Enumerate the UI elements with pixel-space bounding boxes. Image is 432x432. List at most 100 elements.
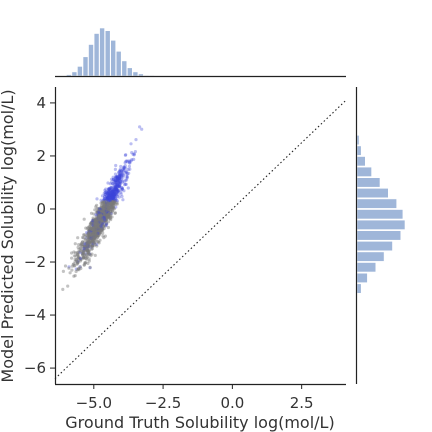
scatter-point xyxy=(111,175,115,179)
scatter-point xyxy=(96,233,100,238)
scatter-point xyxy=(96,214,101,218)
scatter-point xyxy=(110,195,115,199)
scatter-point xyxy=(106,196,110,200)
scatter-point xyxy=(101,215,105,219)
scatter-point xyxy=(107,199,111,203)
scatter-point xyxy=(101,207,105,211)
scatter-point xyxy=(77,247,81,251)
scatter-point xyxy=(105,210,109,214)
scatter-point xyxy=(95,226,99,230)
scatter-point xyxy=(102,217,106,221)
scatter-point xyxy=(97,226,101,230)
scatter-point xyxy=(91,219,95,223)
scatter-point xyxy=(118,184,122,188)
scatter-point xyxy=(79,243,83,247)
scatter-point xyxy=(86,248,90,253)
scatter-point xyxy=(103,213,107,217)
scatter-point xyxy=(74,259,79,263)
scatter-point xyxy=(96,222,100,227)
scatter-point xyxy=(107,193,111,197)
scatter-point xyxy=(108,201,113,205)
scatter-point xyxy=(102,215,106,219)
scatter-point xyxy=(106,195,110,200)
scatter-point xyxy=(95,225,99,229)
scatter-point xyxy=(103,217,107,221)
scatter-point xyxy=(110,201,114,205)
scatter-point xyxy=(94,231,98,235)
scatter-point xyxy=(87,241,91,245)
scatter-point xyxy=(102,210,106,214)
scatter-point xyxy=(123,164,127,168)
scatter-point xyxy=(81,252,85,256)
scatter-point xyxy=(88,228,92,232)
scatter-point xyxy=(99,217,103,221)
scatter-point xyxy=(106,213,110,217)
scatter-point xyxy=(86,244,91,248)
scatter-point xyxy=(88,225,92,229)
scatter-point xyxy=(121,198,125,202)
scatter-point xyxy=(105,198,109,202)
scatter-point xyxy=(77,255,81,259)
scatter-point xyxy=(96,212,100,216)
scatter-point xyxy=(103,213,107,217)
scatter-point xyxy=(88,229,92,233)
scatter-point xyxy=(109,203,113,207)
scatter-point xyxy=(105,198,109,202)
scatter-point xyxy=(115,200,119,205)
scatter-point xyxy=(104,217,109,221)
scatter-point xyxy=(118,184,122,188)
scatter-point xyxy=(114,175,118,179)
scatter-point xyxy=(76,259,80,264)
scatter-point xyxy=(102,210,106,214)
scatter-point xyxy=(101,209,105,214)
scatter-point xyxy=(90,237,94,242)
scatter-point xyxy=(125,176,129,180)
y-tick-label: 2 xyxy=(36,147,46,165)
scatter-point xyxy=(86,245,90,249)
scatter-point xyxy=(111,181,115,186)
scatter-point xyxy=(97,226,101,230)
scatter-point xyxy=(88,235,92,239)
scatter-point xyxy=(107,205,111,209)
scatter-point xyxy=(109,191,113,195)
scatter-point xyxy=(116,192,120,196)
scatter-point xyxy=(90,247,94,251)
scatter-point xyxy=(90,220,94,224)
scatter-point xyxy=(113,167,117,171)
scatter-point xyxy=(111,205,115,209)
scatter-point xyxy=(96,225,100,229)
scatter-point xyxy=(102,218,106,222)
scatter-point xyxy=(77,267,81,271)
scatter-point xyxy=(107,213,111,217)
scatter-point xyxy=(113,190,117,194)
scatter-point xyxy=(109,198,113,202)
scatter-point xyxy=(86,243,90,247)
scatter-point xyxy=(87,249,91,253)
scatter-point xyxy=(107,189,111,193)
scatter-point xyxy=(117,189,121,193)
scatter-point xyxy=(101,228,105,232)
scatter-point xyxy=(110,202,114,206)
scatter-point xyxy=(73,257,77,261)
scatter-point xyxy=(98,219,102,223)
scatter-point xyxy=(124,170,128,174)
scatter-point xyxy=(96,226,101,230)
scatter-point xyxy=(115,175,119,179)
scatter-point xyxy=(97,214,101,218)
scatter-point xyxy=(80,242,84,247)
scatter-point xyxy=(115,193,119,197)
scatter-point xyxy=(96,240,100,244)
scatter-point xyxy=(93,234,97,238)
scatter-point xyxy=(85,245,89,249)
x-marginal-bar xyxy=(138,73,144,77)
scatter-point xyxy=(96,220,100,224)
scatter-point xyxy=(122,173,126,177)
scatter-point xyxy=(93,232,97,236)
scatter-point xyxy=(99,220,103,224)
scatter-point xyxy=(98,212,102,216)
scatter-point xyxy=(99,213,103,217)
scatter-point xyxy=(118,175,122,179)
scatter-point xyxy=(104,202,108,206)
scatter-point xyxy=(89,231,93,235)
scatter-point xyxy=(74,254,78,258)
